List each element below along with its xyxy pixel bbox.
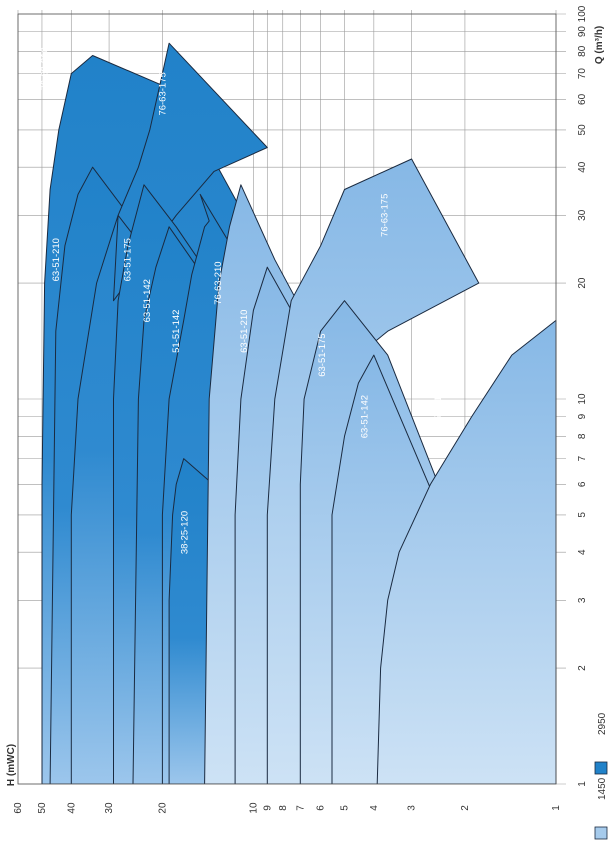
h-tick-label: 8 [278, 805, 289, 811]
h-tick-label: 20 [157, 802, 168, 814]
curve-label: 63-51-175 [122, 238, 133, 281]
q-tick-label: 40 [577, 161, 588, 173]
q-axis-ticks: 1 2 3 4 5 6 7 8 9 10 20 30 40 50 60 70 80 90 100 [577, 5, 588, 787]
h-tick-label: 2 [460, 805, 471, 811]
q-tick-label: 9 [577, 413, 588, 419]
q-tick-label: 80 [577, 45, 588, 57]
curve-label: 76-63-175 [158, 72, 169, 115]
h-tick-label: 6 [316, 805, 327, 811]
q-tick-label: 7 [577, 455, 588, 461]
q-tick-label: 6 [577, 481, 588, 487]
q-tick-label: 4 [577, 549, 588, 555]
q-tick-label: 100 [577, 5, 588, 22]
legend: 1450 2950 [594, 712, 608, 840]
h-tick-label: 5 [340, 805, 351, 811]
curve-label: 63-51-142 [359, 395, 370, 438]
curve-label: 51-51-142 [433, 377, 444, 420]
legend-label-2950: 2950 [597, 712, 608, 735]
h-tick-label: 60 [13, 802, 24, 814]
legend-label-1450: 1450 [597, 777, 608, 800]
h-tick-label: 4 [369, 805, 380, 811]
q-tick-label: 1 [577, 781, 588, 787]
curve-labels: 76-63-210 63-51-210 76-63-175 63-51-175 63-5… [39, 47, 444, 554]
h-tick-label: 10 [248, 802, 259, 814]
q-tick-label: 8 [577, 433, 588, 439]
plot-frame [17, 13, 557, 785]
h-tick-label: 40 [66, 802, 77, 814]
q-axis-title: Q (m³/h) [594, 26, 605, 64]
h-tick-label: 30 [104, 802, 115, 814]
q-tick-label: 30 [577, 209, 588, 221]
curve-label: 76-63-210 [213, 261, 224, 304]
curve-label: 63-51-210 [51, 238, 62, 281]
legend-swatch-2950 [594, 761, 608, 775]
curve-label: 76-63-175 [380, 194, 391, 237]
curve-label: 63-51-210 [239, 310, 250, 353]
curve-label: 51-51-142 [171, 310, 182, 353]
q-tick-label: 90 [577, 26, 588, 38]
q-tick-label: 5 [577, 512, 588, 518]
q-tick-label: 60 [577, 93, 588, 105]
h-tick-label: 7 [295, 805, 306, 811]
curve-label: 38-25-120 [180, 511, 191, 554]
q-tick-label: 10 [577, 393, 588, 405]
h-tick-label: 1 [551, 805, 562, 811]
curve-label: 76-63-210 [39, 47, 50, 90]
h-axis-title: H (mWC) [6, 744, 17, 786]
curve-label: 63-51-175 [317, 333, 328, 376]
q-tick-label: 50 [577, 124, 588, 136]
h-tick-label: 3 [407, 805, 418, 811]
legend-swatch-1450 [594, 826, 608, 840]
q-tick-label: 70 [577, 68, 588, 80]
h-tick-label: 9 [262, 805, 273, 811]
curve-label: 63-51-142 [142, 279, 153, 322]
q-tick-label: 3 [577, 597, 588, 603]
h-tick-label: 50 [37, 802, 48, 814]
curve-area-51-51-142-1450 [376, 319, 557, 784]
q-tick-label: 20 [577, 277, 588, 289]
q-tick-label: 2 [577, 665, 588, 671]
curve-areas [41, 42, 557, 784]
